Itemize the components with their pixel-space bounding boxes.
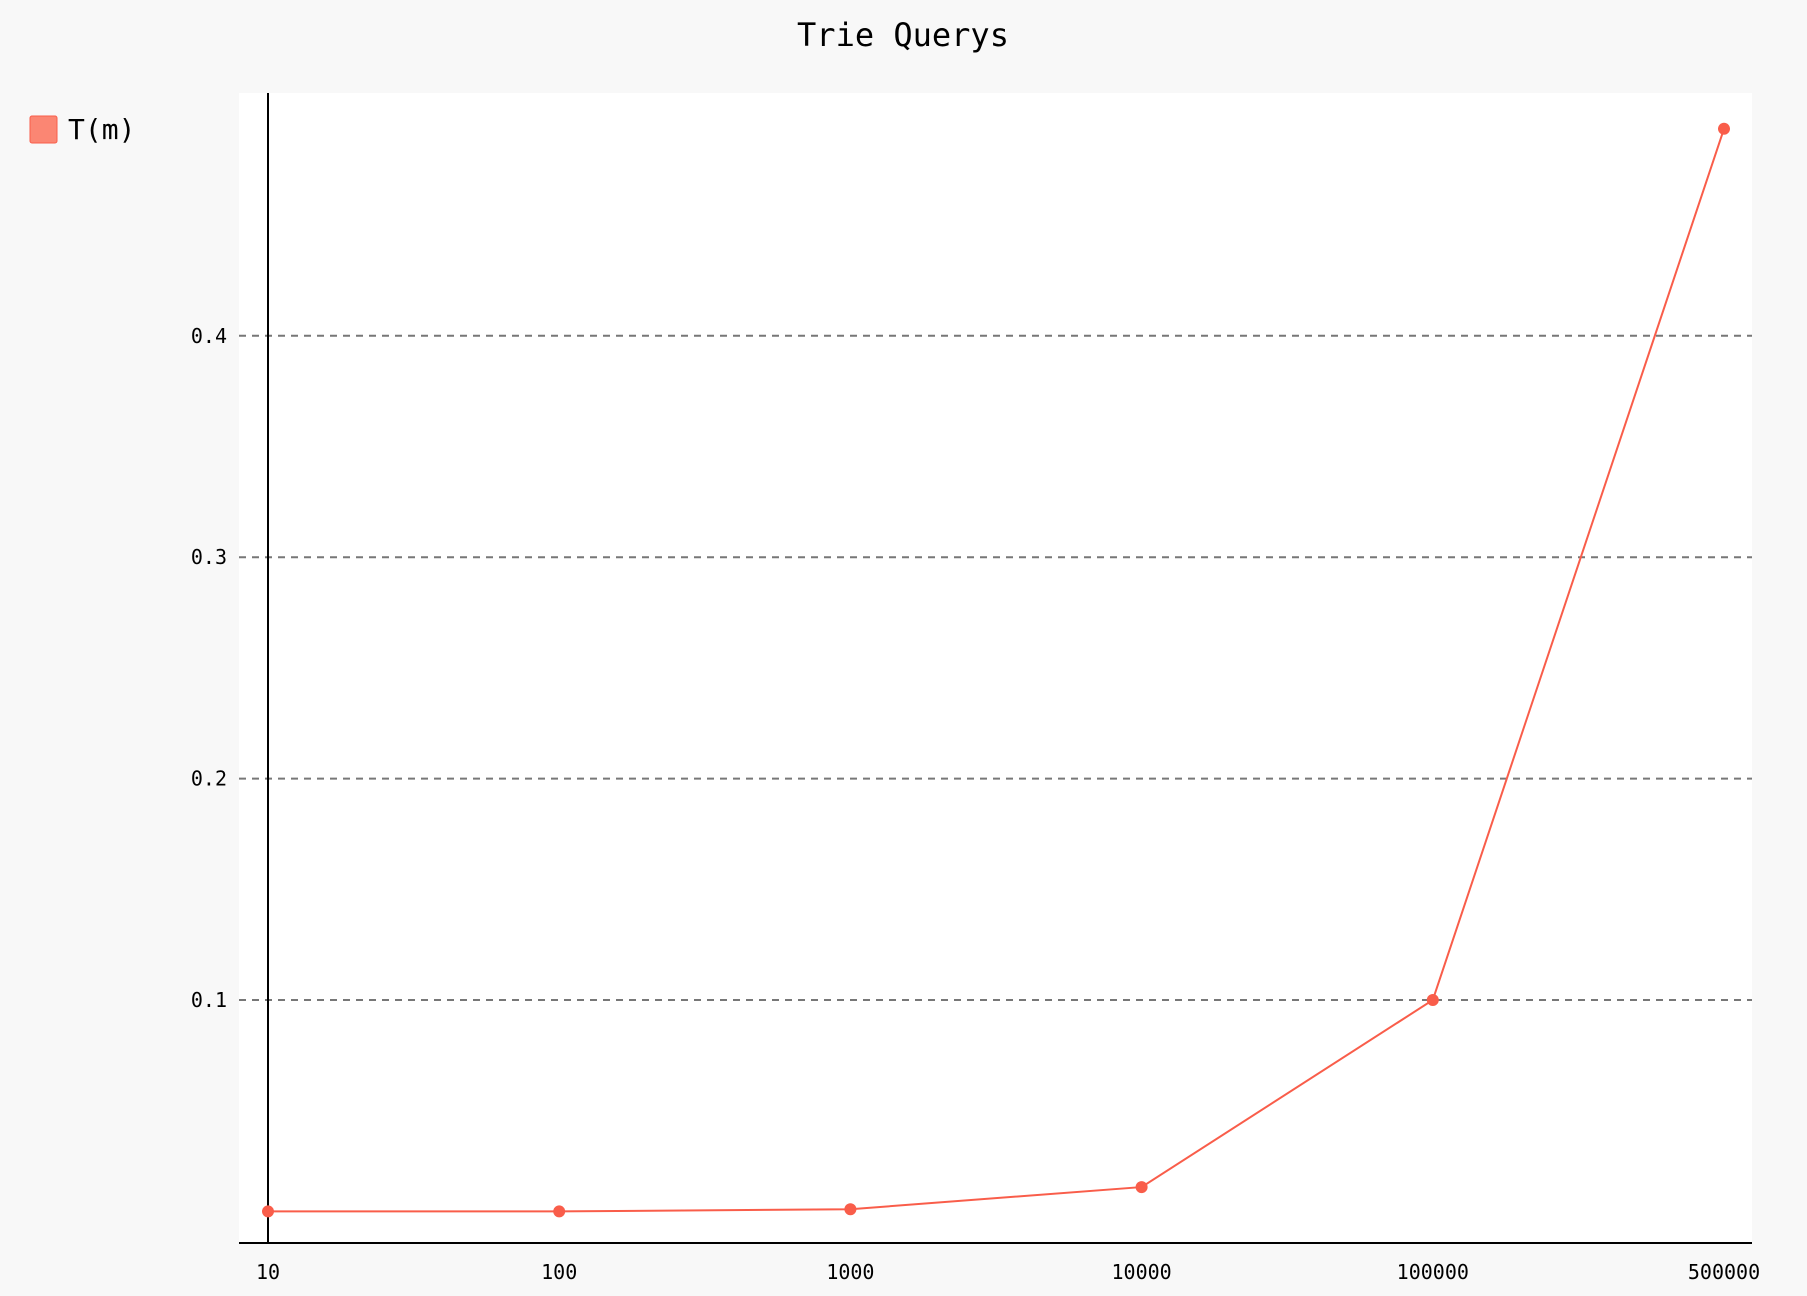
data-point[interactable] [1135, 1181, 1148, 1194]
y-tick-label: 0.4 [191, 324, 227, 348]
x-tick-label: 500000 [1688, 1260, 1760, 1284]
legend: T(m) [29, 113, 135, 146]
plot-area [239, 93, 1752, 1243]
data-point[interactable] [1426, 994, 1439, 1006]
data-point[interactable] [553, 1205, 566, 1218]
series-line-t-m [268, 128, 1725, 1213]
series-points-t-m [262, 122, 1730, 1218]
data-point[interactable] [844, 1203, 857, 1216]
x-tick-label: 10 [256, 1260, 280, 1284]
data-point[interactable] [1718, 122, 1730, 135]
y-tick-label: 0.3 [191, 545, 227, 569]
legend-swatch-t-m [29, 115, 58, 144]
gridlines [239, 334, 1752, 1001]
y-tick-label: 0.2 [191, 767, 227, 791]
x-tick-label: 1000 [826, 1260, 874, 1284]
x-tick-label: 100 [541, 1260, 577, 1284]
x-axis-tick-labels: 10 100 1000 10000 100000 500000 [256, 1260, 1760, 1284]
legend-label-t-m: T(m) [68, 113, 135, 146]
x-tick-label: 10000 [1111, 1260, 1171, 1284]
data-point[interactable] [262, 1205, 274, 1218]
chart-title: Trie Querys [797, 16, 1009, 54]
x-tick-label: 100000 [1397, 1260, 1469, 1284]
y-tick-label: 0.1 [191, 988, 227, 1012]
y-axis-tick-labels: 0.1 0.2 0.3 0.4 [191, 324, 227, 1012]
